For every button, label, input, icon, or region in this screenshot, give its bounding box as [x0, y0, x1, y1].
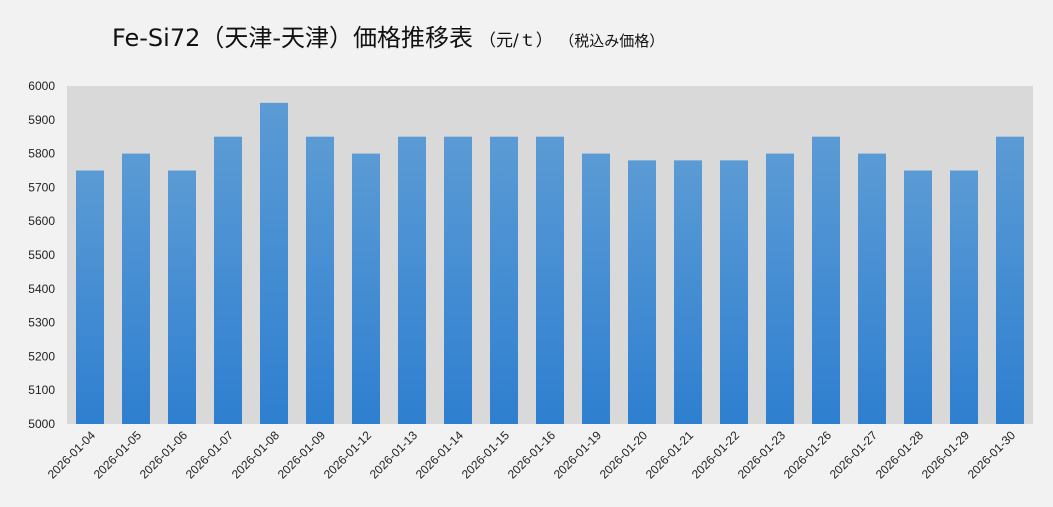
y-tick-label: 5500: [28, 248, 55, 262]
x-tick-label: 2026-01-16: [505, 428, 559, 482]
x-tick-label: 2026-01-30: [965, 428, 1019, 482]
x-tick-label: 2026-01-06: [137, 428, 191, 482]
x-tick-label: 2026-01-13: [367, 428, 421, 482]
chart-tax-label: （税込み価格）: [566, 32, 665, 50]
bar: [628, 160, 656, 425]
bar: [674, 160, 702, 425]
x-tick-label: 2026-01-08: [229, 428, 283, 482]
bar: [490, 136, 518, 424]
x-tick-label: 2026-01-12: [321, 428, 375, 482]
bar: [214, 136, 242, 424]
x-tick-label: 2026-01-07: [183, 428, 237, 482]
x-tick-label: 2026-01-21: [643, 428, 697, 482]
bar: [444, 136, 472, 424]
x-tick-label: 2026-01-19: [551, 428, 605, 482]
bar: [536, 136, 564, 424]
x-tick-label: 2026-01-22: [689, 428, 743, 482]
y-tick-label: 5100: [28, 383, 55, 397]
x-tick-label: 2026-01-23: [735, 428, 789, 482]
x-tick-label: 2026-01-14: [413, 428, 467, 482]
chart-unit-label: （元/ｔ）: [479, 31, 553, 51]
x-tick-label: 2026-01-05: [91, 428, 145, 482]
y-tick-label: 5800: [28, 147, 55, 161]
bar: [582, 153, 610, 424]
y-tick-label: 5200: [28, 349, 55, 363]
x-tick-label: 2026-01-27: [827, 428, 881, 482]
chart-title: Fe-Si72（天津-天津）価格推移表 （元/ｔ） （税込み価格）: [112, 18, 664, 53]
bar: [76, 170, 104, 424]
y-tick-label: 6000: [28, 79, 55, 93]
bar: [398, 136, 426, 424]
y-tick-label: 5600: [28, 214, 55, 228]
bar: [858, 153, 886, 424]
bar: [904, 170, 932, 424]
x-tick-label: 2026-01-29: [919, 428, 973, 482]
x-tick-label: 2026-01-04: [45, 428, 99, 482]
y-tick-label: 5300: [28, 316, 55, 330]
x-tick-label: 2026-01-26: [781, 428, 835, 482]
bar: [996, 136, 1024, 424]
y-tick-label: 5900: [28, 113, 55, 127]
y-tick-label: 5400: [28, 282, 55, 296]
bar: [122, 153, 150, 424]
chart-title-main: Fe-Si72（天津-天津）価格推移表: [112, 24, 474, 52]
bar: [720, 160, 748, 425]
x-tick-label: 2026-01-20: [597, 428, 651, 482]
bar: [260, 102, 288, 425]
y-tick-label: 5000: [28, 417, 55, 431]
bar: [168, 170, 196, 424]
bar: [812, 136, 840, 424]
x-tick-label: 2026-01-09: [275, 428, 329, 482]
bar: [352, 153, 380, 424]
bar: [950, 170, 978, 424]
x-tick-label: 2026-01-28: [873, 428, 927, 482]
bar: [766, 153, 794, 424]
x-tick-label: 2026-01-15: [459, 428, 513, 482]
y-tick-label: 5700: [28, 180, 55, 194]
bar: [306, 136, 334, 424]
